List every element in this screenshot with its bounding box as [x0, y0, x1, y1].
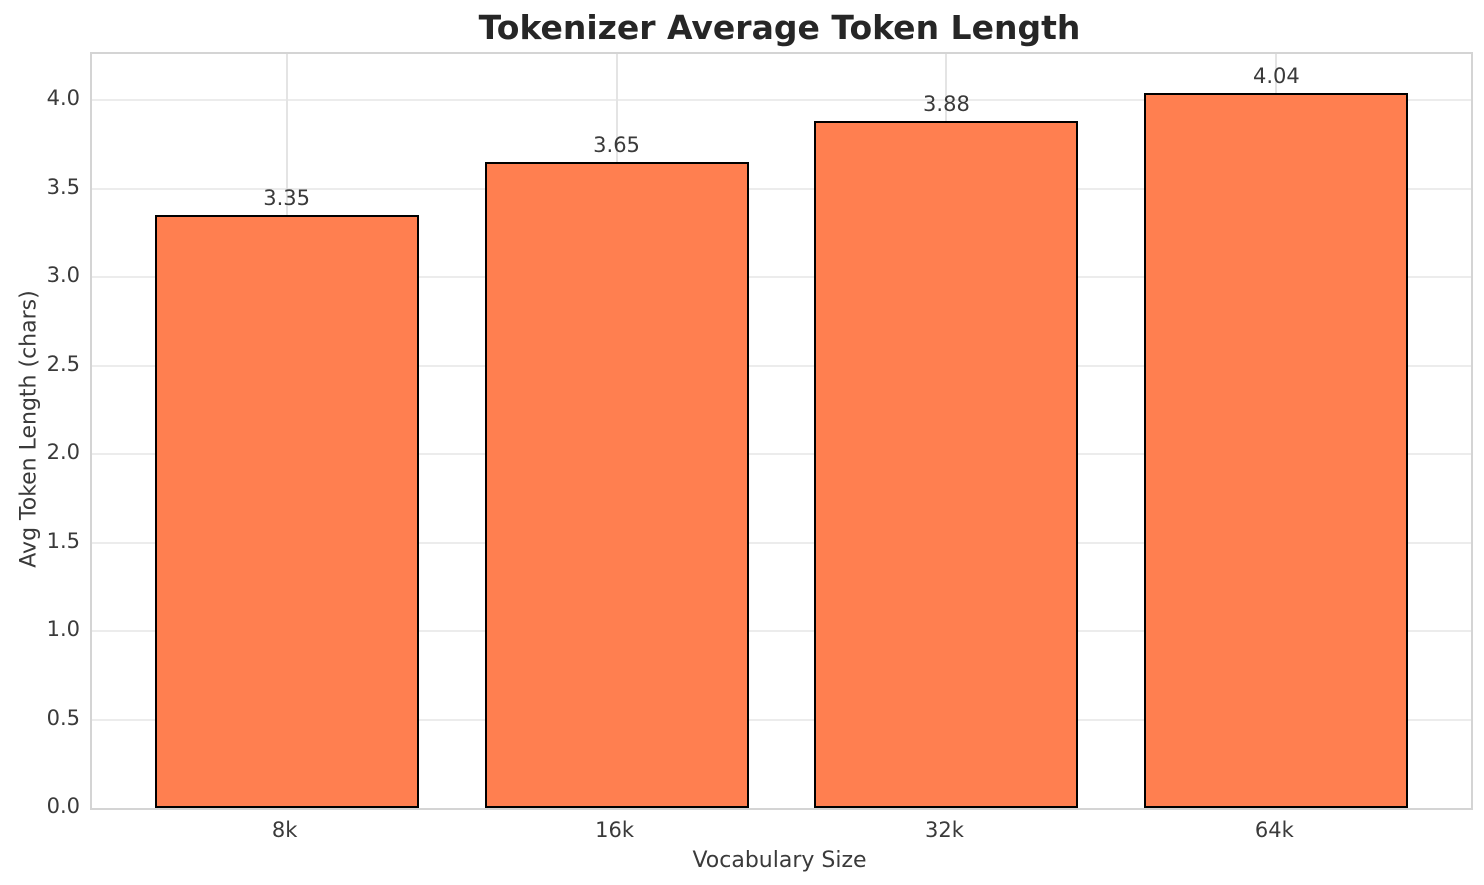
- horizontal-gridline: [92, 718, 1471, 721]
- bar-value-label: 3.35: [263, 186, 311, 211]
- y-tick-label: 2.5: [46, 351, 80, 376]
- bar-value-label: 4.04: [1252, 63, 1300, 88]
- horizontal-gridline: [92, 187, 1471, 190]
- y-tick-label: 1.0: [46, 617, 80, 641]
- bar-value-label: 3.65: [593, 132, 640, 157]
- y-tick-label: 2.0: [46, 440, 80, 464]
- y-axis-label: Avg Token Length (chars): [16, 290, 42, 568]
- y-tick-label: 4.0: [46, 86, 80, 111]
- y-axis-label-container: Avg Token Length (chars): [14, 52, 44, 806]
- x-tick-label: 32k: [924, 818, 964, 842]
- chart-title: Tokenizer Average Token Length: [478, 8, 1081, 47]
- bar-16k: [484, 161, 749, 808]
- horizontal-gridline: [92, 364, 1471, 367]
- horizontal-gridline: [92, 630, 1471, 632]
- bar-32k: [814, 121, 1079, 808]
- horizontal-gridline: [92, 453, 1471, 455]
- horizontal-gridline: [92, 99, 1471, 102]
- y-tick-label: 3.5: [46, 174, 80, 199]
- x-tick-label: 16k: [595, 818, 634, 842]
- bar-64k: [1144, 92, 1409, 808]
- y-tick-label: 1.5: [46, 528, 80, 553]
- y-tick-label: 0.0: [46, 794, 80, 818]
- bar-8k: [154, 215, 419, 808]
- x-axis-label: Vocabulary Size: [692, 848, 867, 873]
- horizontal-gridline: [92, 541, 1471, 544]
- plot-area: 3.35 3.65 3.88 4.04: [90, 52, 1473, 810]
- y-tick-label: 0.5: [46, 705, 80, 730]
- x-tick-label: 64k: [1254, 818, 1294, 842]
- x-tick-label: 8k: [271, 818, 298, 842]
- horizontal-gridline: [92, 276, 1471, 278]
- y-tick-label: 3.0: [46, 263, 80, 287]
- bar-value-label: 3.88: [923, 92, 970, 117]
